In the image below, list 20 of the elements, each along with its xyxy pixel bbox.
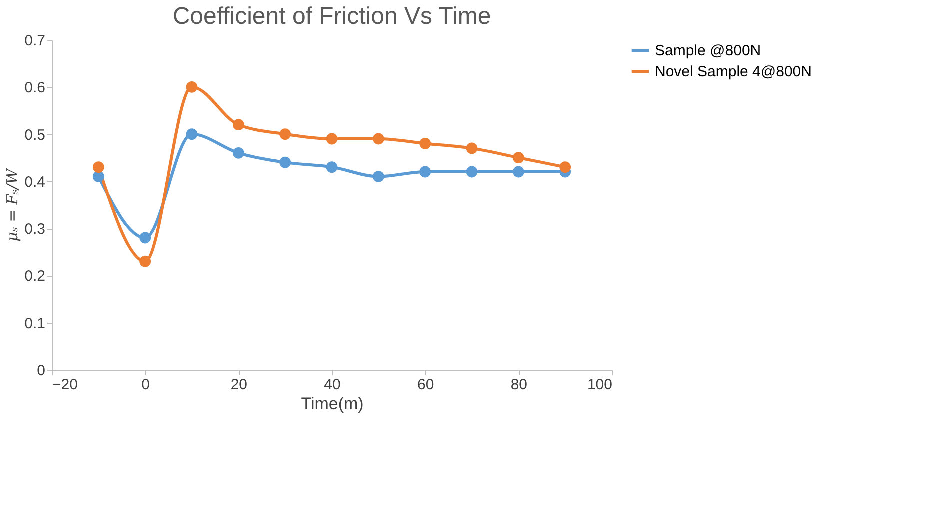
chart-title: Coefficient of Friction Vs Time: [172, 3, 492, 30]
y-tick-label: 0.1: [24, 315, 46, 332]
y-tick-label: 0.7: [24, 32, 46, 50]
y-axis-title: μₛ = Fₛ/W: [4, 168, 22, 242]
y-tick-label: 0.5: [24, 126, 46, 144]
x-tick-label: 100: [587, 376, 612, 394]
y-tick-label: 0.3: [24, 221, 46, 238]
legend-label: Sample @800N: [655, 42, 762, 60]
y-tick-label: 0.4: [24, 174, 46, 191]
x-tick-label: −20: [52, 376, 78, 394]
y-tick-label: 0.6: [24, 80, 46, 97]
x-tick-label: 0: [142, 376, 150, 394]
x-tick-label: 60: [417, 376, 434, 394]
legend-label: Novel Sample 4@800N: [655, 64, 812, 80]
y-tick-label: 0.2: [24, 268, 46, 286]
x-tick-label: 40: [324, 376, 341, 394]
x-axis-title: Time(m): [301, 394, 364, 414]
y-tick-label: 0: [37, 362, 46, 380]
x-tick-label: 80: [510, 376, 528, 394]
x-tick-label: 20: [230, 376, 248, 394]
